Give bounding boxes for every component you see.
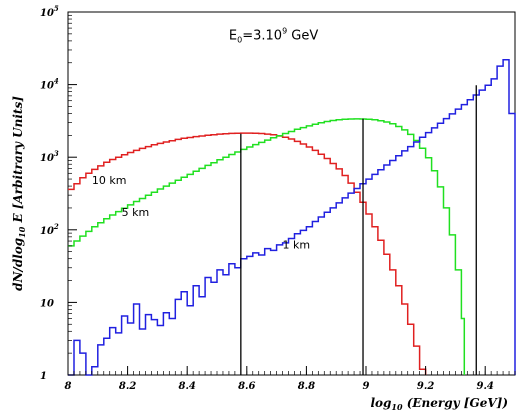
series-line-1-km <box>68 58 516 376</box>
y-tick-label: 1 <box>40 371 47 382</box>
series-label-10-km: 10 km <box>92 174 127 187</box>
y-axis-label: dN/dlog10 E [Arbitrary Units] <box>11 96 27 291</box>
plot-frame <box>67 11 516 376</box>
x-axis-label: log10 (Energy [GeV]) <box>370 396 508 412</box>
y-axis-label-subscript: 10 <box>17 226 27 238</box>
y-tick-label: 105 <box>40 4 59 19</box>
series-line-10-km <box>68 132 427 375</box>
vertical-lines-layer <box>240 85 477 375</box>
energy-annotation: E0=3.109 GeV <box>229 26 318 44</box>
x-tick-label: 8.6 <box>238 381 255 392</box>
x-tick-label: 8.4 <box>178 381 195 392</box>
labels-layer: 10 km 5 km 1 km <box>92 174 310 252</box>
x-axis-label-subscript: 10 <box>391 402 403 412</box>
x-tick-label: 8.8 <box>298 381 315 392</box>
series-layer <box>68 58 516 376</box>
x-tick-label: 8.2 <box>119 381 136 392</box>
y-tick-label: 102 <box>40 222 59 237</box>
x-tick-label: 8 <box>65 381 72 392</box>
y-tick-label: 10 <box>40 298 54 309</box>
x-tick-label: 9.4 <box>476 381 493 392</box>
x-tick-label: 9.2 <box>417 381 434 392</box>
ticks-layer: 8 8.2 8.4 8.6 8.8 9 9.2 9.4 1 10 102 103 104 105 <box>40 4 516 392</box>
series-label-5-km: 5 km <box>122 206 150 219</box>
x-tick-label: 9 <box>363 381 370 392</box>
series-line-5-km <box>68 118 466 375</box>
y-tick-label: 104 <box>40 77 59 92</box>
series-label-1-km: 1 km <box>283 239 311 252</box>
y-tick-label: 103 <box>40 149 59 164</box>
